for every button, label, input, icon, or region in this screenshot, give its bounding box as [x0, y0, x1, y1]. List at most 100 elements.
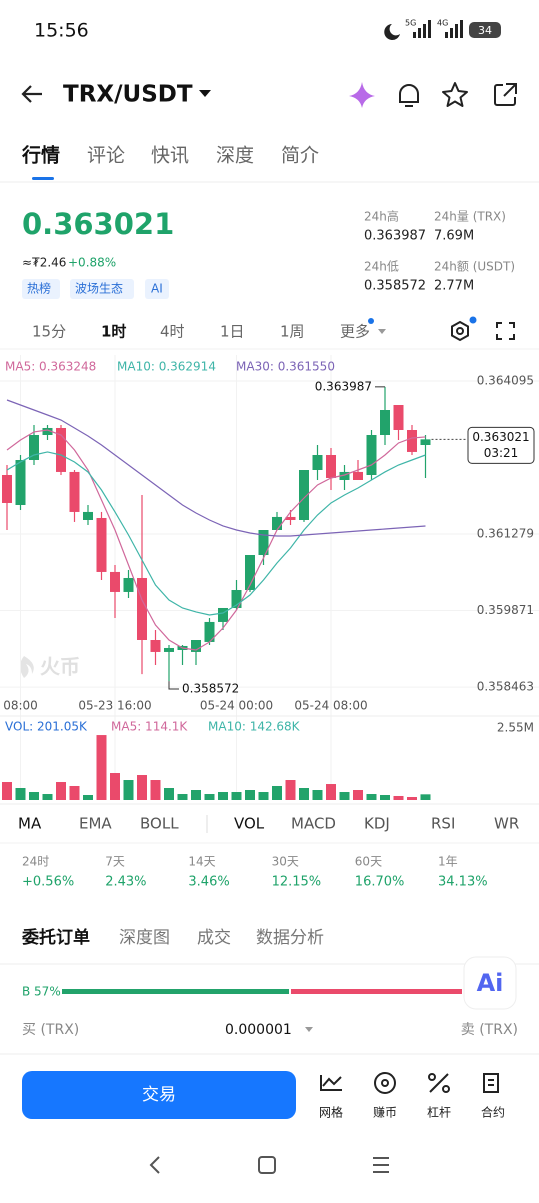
volume-bar — [380, 795, 390, 800]
moon-icon — [384, 24, 400, 40]
order-tab[interactable]: 深度图 — [119, 928, 170, 948]
volume-bar — [42, 794, 53, 800]
indicator[interactable]: MA — [18, 815, 42, 833]
indicator[interactable]: VOL — [234, 815, 265, 833]
contract-icon[interactable] — [483, 1073, 499, 1093]
interval[interactable]: 1周 — [280, 323, 305, 341]
badge — [469, 316, 477, 324]
trade-button-label[interactable]: 交易 — [142, 1085, 176, 1105]
buy-ratio-label: B 57% — [22, 985, 61, 999]
nav-label[interactable]: 网格 — [319, 1105, 343, 1120]
buy-unit: 买 (TRX) — [22, 1022, 79, 1038]
performance-period: 24时 — [22, 855, 49, 869]
current-price-label: 0.363021 — [472, 430, 529, 444]
volume-bar — [150, 780, 161, 800]
indicator[interactable]: EMA — [79, 815, 112, 833]
tag-bg — [22, 279, 60, 299]
margin-icon[interactable] — [429, 1073, 449, 1093]
ai-button[interactable] — [463, 956, 517, 1010]
x-tick-label: 05-23 16:00 — [78, 699, 151, 713]
earn-icon[interactable] — [374, 1072, 396, 1094]
candle-body — [312, 455, 323, 470]
tab[interactable]: 快讯 — [151, 145, 189, 167]
favorite-icon[interactable] — [442, 82, 468, 107]
ma-legend: MA30: 0.361550 — [236, 360, 335, 374]
interval[interactable]: 4时 — [160, 323, 185, 341]
indicator[interactable]: WR — [494, 815, 519, 833]
sell-ratio — [291, 989, 462, 994]
candle-body — [272, 516, 282, 530]
performance-period: 1年 — [438, 855, 458, 869]
tag[interactable]: 热榜 — [27, 281, 51, 296]
volume-legend: VOL: 201.05K — [5, 720, 88, 734]
performance-change: 16.70% — [355, 875, 405, 890]
bell-icon[interactable] — [399, 84, 419, 107]
stat-value: 0.358572 — [364, 279, 426, 294]
price-step[interactable]: 0.000001 — [225, 1022, 292, 1038]
trade-button[interactable] — [22, 1071, 296, 1119]
performance-change: +0.56% — [22, 875, 74, 890]
indicator[interactable]: MACD — [291, 815, 336, 833]
indicator[interactable]: RSI — [431, 815, 455, 833]
candle-body — [407, 430, 417, 452]
order-tab[interactable]: 委托订单 — [21, 927, 90, 948]
tab[interactable]: 简介 — [281, 145, 319, 167]
nav-label[interactable]: 合约 — [481, 1105, 505, 1120]
back-button[interactable] — [21, 85, 42, 103]
ai-button-label[interactable]: Ai — [477, 969, 504, 997]
stat-label: 24h低 — [364, 260, 399, 274]
interval[interactable]: 1时 — [101, 323, 126, 341]
interval[interactable]: 更多 — [340, 323, 370, 341]
performance-period: 14天 — [188, 855, 215, 869]
tab[interactable]: 行情 — [21, 144, 60, 167]
interval[interactable]: 1日 — [220, 323, 245, 341]
candle-body — [2, 475, 12, 503]
settings-icon[interactable] — [451, 320, 469, 342]
candle-body — [137, 577, 147, 640]
order-tab[interactable]: 成交 — [197, 928, 231, 948]
signal-icon — [445, 20, 463, 38]
pair-title[interactable]: TRX/USDT — [63, 82, 193, 108]
ma-line — [6, 399, 426, 537]
order-tab[interactable]: 数据分析 — [256, 928, 324, 948]
status-time: 15:56 — [34, 20, 89, 42]
stat-label: 24h量 (TRX) — [434, 210, 506, 224]
fullscreen-icon[interactable] — [496, 322, 515, 340]
share-icon[interactable] — [494, 83, 517, 106]
margin-icon — [442, 1085, 450, 1093]
indicator[interactable]: BOLL — [140, 815, 179, 833]
tag[interactable]: 波场生态 — [75, 282, 123, 296]
battery-level: 34 — [478, 24, 492, 37]
pair-dropdown[interactable] — [199, 90, 211, 97]
tab[interactable]: 深度 — [216, 145, 254, 167]
volume-bar — [123, 780, 134, 800]
system-home[interactable] — [258, 1156, 276, 1174]
volume-legend: MA10: 142.68K — [208, 720, 301, 734]
candle-body — [245, 555, 255, 590]
candle-body — [339, 471, 350, 480]
volume-bar — [69, 785, 80, 800]
tab[interactable]: 评论 — [87, 145, 125, 167]
nav-label[interactable]: 赚币 — [373, 1105, 397, 1120]
sparkle-icon[interactable] — [349, 82, 375, 108]
indicator[interactable]: KDJ — [364, 815, 390, 833]
volume-bar — [339, 792, 350, 800]
system-back[interactable] — [149, 1156, 160, 1174]
volume-bar — [15, 788, 26, 800]
volume-legend: MA5: 114.1K — [111, 720, 188, 734]
dropdown-caret — [378, 329, 386, 334]
low-annotation: 0.358572 — [182, 682, 239, 696]
system-recents[interactable] — [373, 1157, 389, 1173]
tag[interactable]: AI — [151, 282, 163, 296]
volume-bar — [110, 773, 120, 800]
high-annotation: 0.363987 — [315, 379, 372, 393]
performance-period: 30天 — [272, 855, 299, 869]
nav-label[interactable]: 杠杆 — [427, 1105, 451, 1120]
volume-bar — [420, 794, 431, 800]
volume-bar — [83, 795, 93, 800]
interval[interactable]: 15分 — [32, 323, 66, 341]
grid-icon[interactable] — [320, 1075, 342, 1091]
sell-unit: 卖 (TRX) — [461, 1022, 518, 1038]
ratio-bar — [62, 989, 462, 994]
